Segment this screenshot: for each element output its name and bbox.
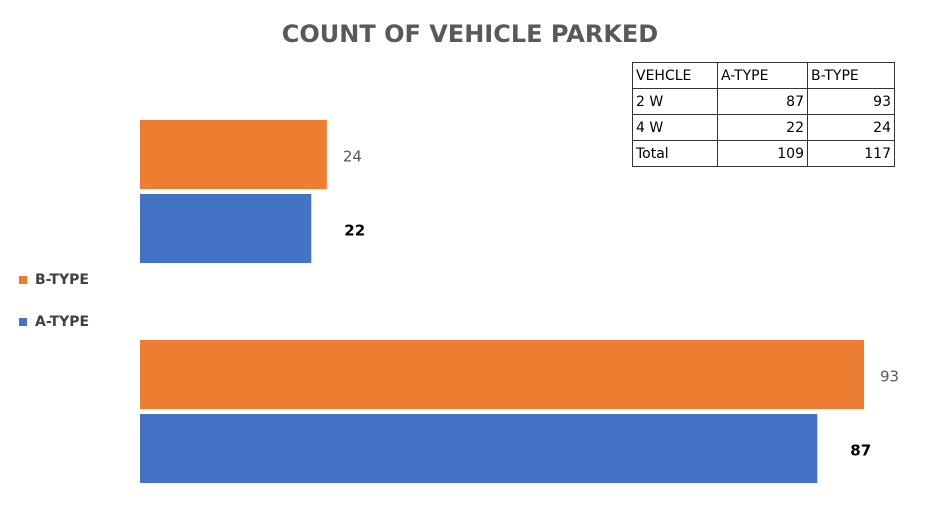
table-cell: B-TYPE [807,62,895,89]
table-row: 4 W 22 24 [632,114,895,141]
table-row: 2 W 87 93 [632,88,895,115]
table-cell: 24 [807,114,895,141]
table-cell: A-TYPE [717,62,808,89]
table-cell: 109 [717,140,808,167]
table-cell: 87 [717,88,808,115]
table-cell: 4 W [632,114,718,141]
table-cell: VEHCLE [632,62,718,89]
legend-label: A-TYPE [35,314,89,330]
bar [140,194,312,263]
table-cell: 22 [717,114,808,141]
data-label: 24 [343,148,362,166]
table-row: Total 109 117 [632,140,895,167]
data-label: 93 [880,368,899,386]
chart-title: COUNT OF VEHICLE PARKED [282,20,658,48]
table-cell: Total [632,140,718,167]
table-row: VEHCLE A-TYPE B-TYPE [632,62,895,89]
table-cell: 2 W [632,88,718,115]
bar [140,120,327,189]
legend-label: B-TYPE [35,272,89,288]
table-cell: 117 [807,140,895,167]
bar [140,414,818,483]
bar [140,340,864,409]
data-label: 22 [344,222,365,240]
legend-swatch [19,318,27,326]
data-table: VEHCLE A-TYPE B-TYPE 2 W 87 93 4 W 22 24 Total 109… [632,62,895,167]
data-label: 87 [850,442,871,460]
table-cell: 93 [807,88,895,115]
legend-swatch [19,276,27,284]
